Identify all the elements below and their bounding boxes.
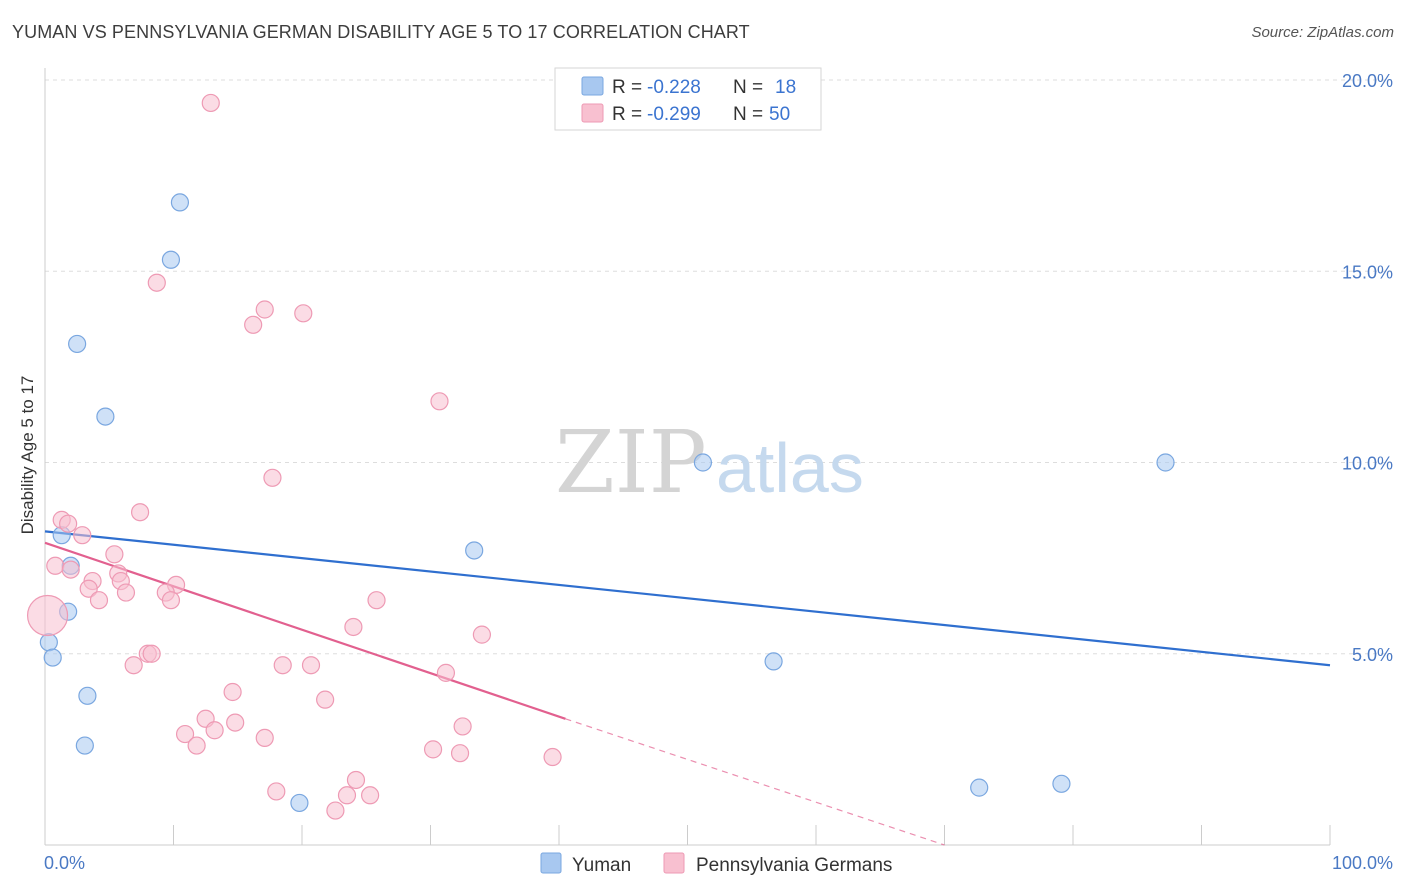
legend-n-value-1: 18 xyxy=(775,77,796,98)
chart-title: YUMAN VS PENNSYLVANIA GERMAN DISABILITY … xyxy=(12,22,750,42)
pa-german-point-4 xyxy=(294,304,313,323)
pa-german-point-18 xyxy=(79,579,98,598)
pa-german-point-5 xyxy=(430,392,449,411)
bottom-legend: Yuman Pennsylvania Germans xyxy=(540,852,892,876)
yuman-point-5 xyxy=(1156,453,1175,472)
legend-r-label-2: R = xyxy=(612,104,642,125)
yuman-point-0 xyxy=(170,193,190,212)
watermark: ZIP atlas xyxy=(555,413,864,513)
y-axis-label: Disability Age 5 to 17 xyxy=(18,376,37,535)
legend-n-label-2: N = xyxy=(733,104,763,125)
trend-line-yuman xyxy=(44,530,1331,667)
trend-lines xyxy=(44,530,1331,846)
pa-german-point-25 xyxy=(344,617,363,637)
pa-german-point-10 xyxy=(73,526,92,545)
legend-r-value-2: -0.299 xyxy=(647,104,701,125)
y-tick-labels: 5.0% 10.0% 15.0% 20.0% xyxy=(1342,71,1393,665)
pa-german-point-12 xyxy=(46,556,65,575)
pa-german-point-44 xyxy=(543,747,562,767)
pa-german-point-29 xyxy=(124,656,143,675)
pa-german-point-1 xyxy=(147,273,166,292)
legend-box: R = -0.228 N = 18 R = -0.299 N = 50 xyxy=(554,67,822,131)
yuman-point-4 xyxy=(693,453,713,472)
pa-german-point-38 xyxy=(175,724,195,744)
yuman-point-8 xyxy=(465,541,484,560)
trend-line-dashed-pennsylvania-germans xyxy=(565,718,945,846)
pa-german-point-2 xyxy=(255,300,274,319)
pa-german-point-13 xyxy=(61,560,80,579)
pa-german-point-26 xyxy=(472,625,491,644)
pa-german-point-40 xyxy=(255,728,274,748)
pa-german-point-45 xyxy=(346,770,366,790)
pa-german-point-19 xyxy=(116,583,136,602)
pa-german-point-21 xyxy=(89,591,109,610)
pa-german-point-9 xyxy=(59,514,78,533)
yuman-point-1 xyxy=(161,250,181,269)
legend-r-label-1: R = xyxy=(612,77,642,98)
pa-german-point-3 xyxy=(244,315,263,334)
pa-german-point-33 xyxy=(223,682,242,702)
legend-swatch-pennsylvania-germans xyxy=(581,103,604,123)
pa-german-point-0 xyxy=(201,93,220,113)
pa-german-point-23 xyxy=(367,591,386,610)
pa-german-point-47 xyxy=(337,786,357,805)
bottom-legend-swatch-pennsylvania-germans xyxy=(663,852,685,874)
pa-german-point-41 xyxy=(187,736,206,755)
yuman-point-2 xyxy=(68,334,87,354)
yuman-point-11 xyxy=(43,648,62,667)
series-pennsylvania-germans xyxy=(26,93,562,820)
axes xyxy=(44,68,1331,846)
watermark-atlas: atlas xyxy=(716,429,864,507)
pa-german-point-6 xyxy=(263,468,282,487)
pa-german-point-31 xyxy=(301,656,321,675)
pa-german-point-32 xyxy=(436,663,456,682)
pa-german-point-7 xyxy=(130,503,150,522)
pa-german-point-37 xyxy=(453,717,472,736)
trend-line-pennsylvania-germans xyxy=(44,541,566,720)
yuman-point-13 xyxy=(78,686,97,705)
yuman-point-10 xyxy=(39,633,58,652)
source-label: Source: ZipAtlas.com xyxy=(1251,24,1394,41)
yuman-point-17 xyxy=(1052,774,1071,793)
pa-german-point-46 xyxy=(267,782,286,801)
pa-german-point-48 xyxy=(361,786,380,805)
watermark-zip: ZIP xyxy=(555,413,707,513)
bottom-legend-yuman: Yuman xyxy=(572,855,631,876)
yuman-point-15 xyxy=(290,793,309,813)
x-tick-labels: 0.0% 100.0% xyxy=(44,853,1393,873)
pa-german-point-11 xyxy=(105,545,124,564)
yuman-point-14 xyxy=(75,736,94,755)
pa-german-point-22 xyxy=(161,591,181,610)
yuman-point-16 xyxy=(970,778,989,797)
x-tick-label-max: 100.0% xyxy=(1332,853,1393,873)
pa-german-point-34 xyxy=(316,690,335,709)
pa-german-point-36 xyxy=(226,713,245,732)
pa-german-point-49 xyxy=(326,801,345,820)
grid-lines xyxy=(45,79,1392,655)
pa-german-point-28 xyxy=(142,644,161,663)
y-tick-label-2: 15.0% xyxy=(1342,262,1393,282)
legend-n-value-2: 50 xyxy=(769,104,790,125)
bottom-legend-pennsylvania-germans: Pennsylvania Germans xyxy=(696,855,892,876)
data-points xyxy=(26,93,1175,820)
legend-r-value-1: -0.228 xyxy=(647,77,701,98)
legend-swatch-yuman xyxy=(581,76,604,96)
pa-german-point-43 xyxy=(450,744,470,763)
y-tick-label-1: 10.0% xyxy=(1342,454,1393,474)
x-tick-label-min: 0.0% xyxy=(44,853,85,873)
yuman-point-3 xyxy=(96,407,115,426)
yuman-point-12 xyxy=(764,652,783,671)
legend-n-label-1: N = xyxy=(733,77,763,98)
pa-german-point-39 xyxy=(205,721,224,740)
y-tick-label-3: 20.0% xyxy=(1342,71,1393,91)
bottom-legend-swatch-yuman xyxy=(540,852,562,874)
y-tick-label-0: 5.0% xyxy=(1352,645,1393,665)
pa-german-point-30 xyxy=(273,656,292,675)
pa-german-point-42 xyxy=(423,740,443,759)
pa-german-point-24 xyxy=(26,594,69,637)
